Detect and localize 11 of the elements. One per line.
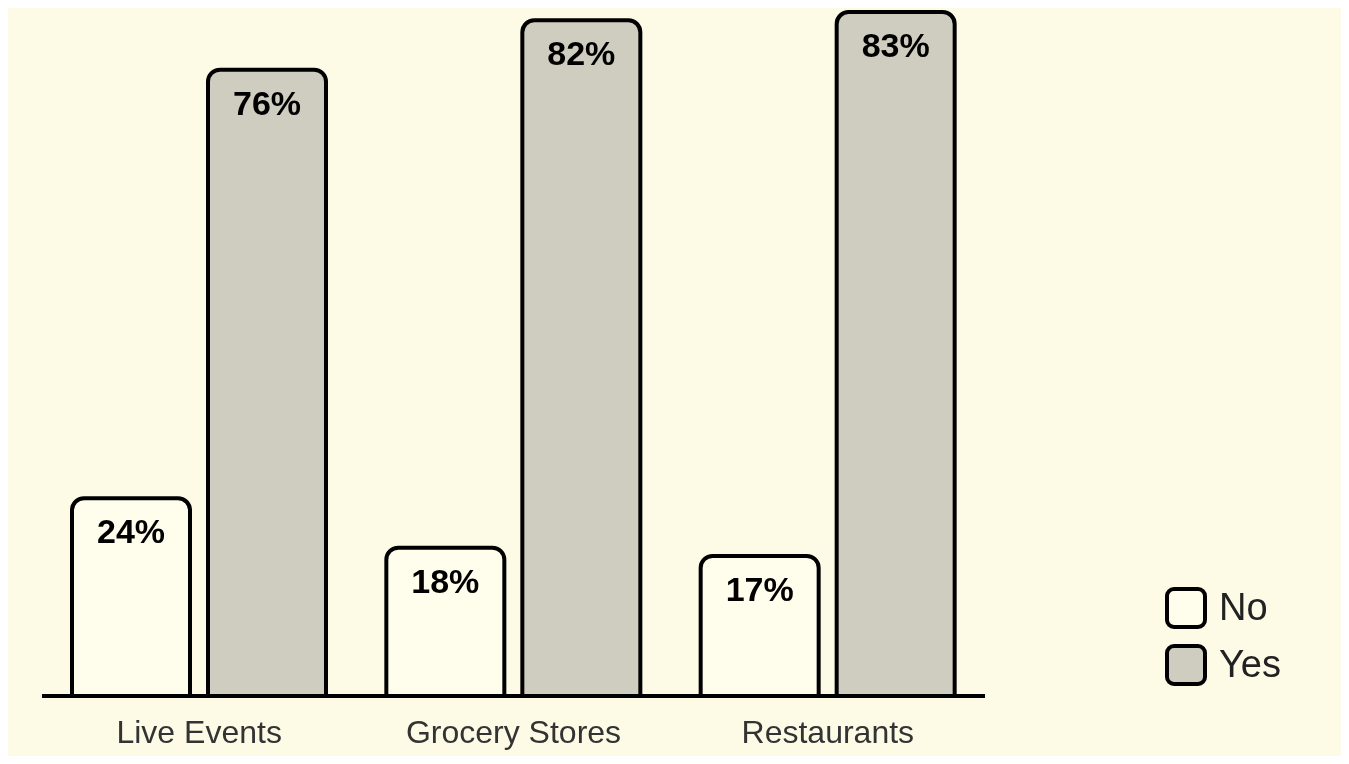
data-label: 17% xyxy=(725,569,794,608)
data-label: 83% xyxy=(861,25,930,64)
x-tick-label: Restaurants xyxy=(741,713,915,750)
legend-label: No xyxy=(1219,586,1268,629)
x-tick-label: Live Events xyxy=(116,713,282,750)
x-tick-label: Grocery Stores xyxy=(405,713,622,750)
data-label: 82% xyxy=(547,34,616,73)
data-label: 76% xyxy=(232,83,302,122)
data-label: 18% xyxy=(411,561,480,600)
legend-label: Yes xyxy=(1219,643,1281,686)
data-label: 24% xyxy=(96,512,166,551)
